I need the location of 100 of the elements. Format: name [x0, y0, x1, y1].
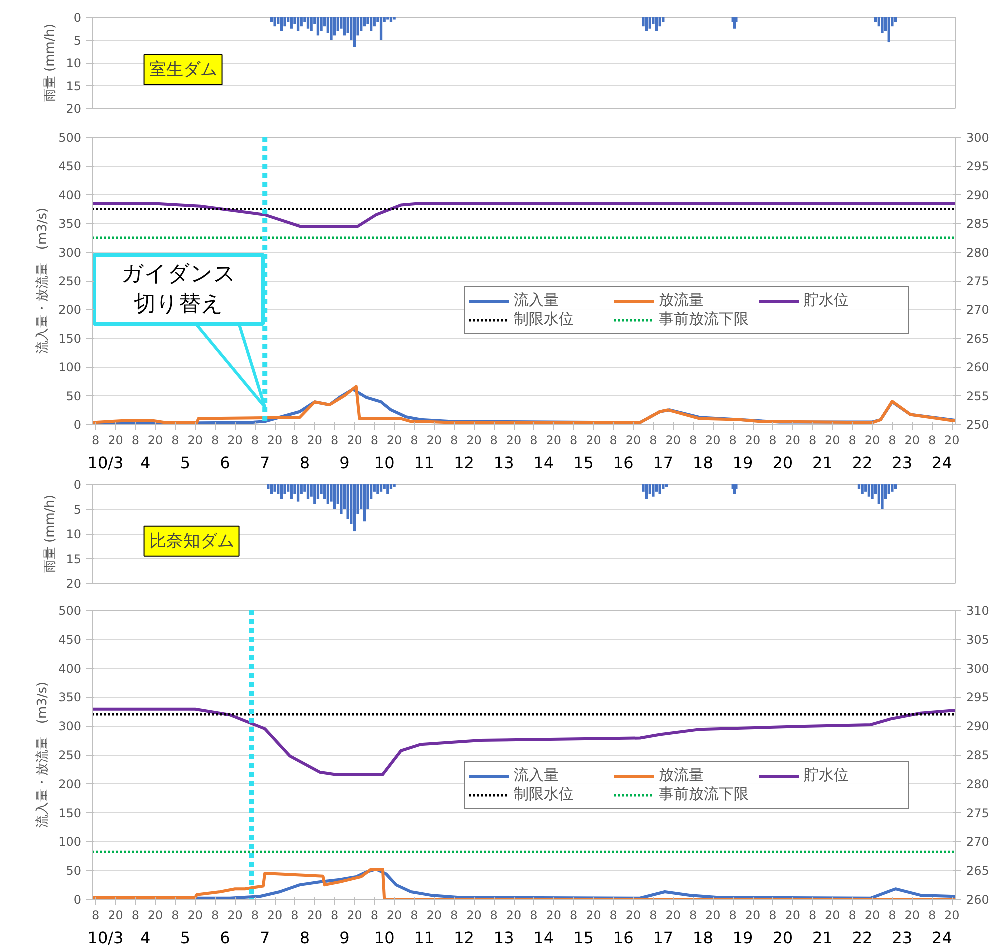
- y-tick-label: 10: [66, 528, 82, 542]
- y2-tick-label: 275: [966, 806, 990, 820]
- y2-tick-label: 300: [966, 131, 990, 145]
- y-tick-label: 5: [74, 34, 82, 48]
- y-tick-label: 0: [74, 418, 82, 432]
- x2-tick-label: 19: [732, 454, 754, 472]
- y-tick-label: 5: [74, 502, 82, 517]
- y-tick-label: 200: [58, 303, 82, 318]
- y-tick-label: 400: [58, 188, 82, 202]
- legend-label: 事前放流下限: [659, 310, 750, 329]
- x-tick-label: 20: [626, 434, 642, 448]
- x-tick-label: 20: [426, 434, 442, 448]
- y2-tick-label: 300: [966, 662, 990, 676]
- x2-tick-label: 18: [693, 454, 714, 472]
- x-tick-label: 8: [132, 908, 140, 922]
- x2-tick-label: 24: [932, 928, 952, 948]
- x-tick-label: 20: [188, 434, 204, 448]
- x2-tick-label: 10/3: [88, 454, 124, 472]
- x-tick-label: 20: [386, 908, 402, 922]
- x2-tick-label: 11: [414, 928, 435, 948]
- annotation: 室生ダム: [149, 60, 218, 80]
- legend-label: 制限水位: [514, 310, 575, 329]
- y-axis-title: 流入量・放流量 (m3/s): [34, 682, 51, 828]
- x2-tick-label: 16: [613, 928, 634, 948]
- x-tick-label: 8: [848, 434, 856, 448]
- y-tick-label: 250: [58, 274, 82, 288]
- x-tick-label: 8: [291, 908, 299, 922]
- y-tick-label: 15: [66, 79, 82, 94]
- legend-label: 貯水位: [804, 291, 850, 310]
- x-tick-label: 20: [148, 434, 164, 448]
- x-tick-label: 20: [706, 908, 721, 922]
- x-tick-label: 8: [888, 434, 896, 448]
- x2-tick-label: 20: [772, 928, 794, 948]
- y-tick-label: 100: [58, 835, 82, 850]
- y-axis-title: 雨量 (mm/h): [43, 494, 58, 574]
- x2-tick-label: 10: [374, 454, 395, 472]
- x2-tick-label: 9: [340, 454, 350, 472]
- x-tick-label: 8: [450, 908, 458, 922]
- x-tick-label: 8: [808, 434, 817, 448]
- x-tick-label: 20: [228, 434, 243, 448]
- x-tick-label: 20: [586, 908, 602, 922]
- y2-tick-label: 310: [966, 604, 990, 618]
- x-tick-label: 20: [307, 434, 323, 448]
- y-tick-label: 250: [58, 748, 82, 762]
- x-tick-label: 20: [666, 434, 682, 448]
- x-tick-label: 20: [864, 908, 880, 922]
- legend-label: 流入量: [514, 291, 560, 310]
- y2-tick-label: 285: [966, 217, 990, 232]
- x-tick-label: 20: [944, 434, 960, 448]
- x2-tick-label: 11: [414, 454, 435, 472]
- x2-tick-label: 23: [892, 928, 913, 948]
- x-tick-label: 8: [610, 908, 618, 922]
- y-axis-title: 流入量・放流量 (m3/s): [34, 208, 51, 354]
- x-tick-label: 20: [347, 908, 362, 922]
- y-tick-label: 100: [58, 360, 82, 375]
- x2-tick-label: 21: [812, 928, 833, 948]
- y-tick-label: 50: [66, 389, 82, 404]
- x2-tick-label: 5: [180, 454, 191, 472]
- x-tick-label: 8: [769, 908, 777, 922]
- x-tick-label: 8: [251, 434, 259, 448]
- x-tick-label: 20: [188, 908, 204, 922]
- x2-tick-label: 9: [340, 928, 350, 948]
- y-tick-label: 300: [58, 720, 82, 734]
- y-tick-label: 0: [74, 478, 82, 492]
- x-tick-label: 20: [347, 434, 362, 448]
- x-tick-label: 8: [490, 908, 498, 922]
- y-tick-label: 20: [66, 577, 82, 591]
- x2-tick-label: 24: [932, 454, 952, 472]
- x2-tick-label: 15: [574, 454, 594, 472]
- y-axis-title: 雨量 (mm/h): [43, 24, 58, 102]
- y-tick-label: 450: [58, 160, 82, 174]
- x-tick-label: 20: [586, 434, 602, 448]
- x-tick-label: 20: [904, 434, 920, 448]
- y-tick-label: 15: [66, 552, 82, 566]
- x-tick-label: 20: [785, 434, 801, 448]
- x2-tick-label: 6: [220, 928, 230, 948]
- x-tick-label: 8: [450, 434, 458, 448]
- y-tick-label: 0: [74, 893, 82, 907]
- y2-tick-label: 250: [966, 418, 990, 432]
- y2-tick-label: 255: [966, 389, 990, 404]
- x2-tick-label: 8: [300, 454, 310, 472]
- x2-tick-label: 7: [260, 454, 270, 472]
- x-tick-label: 8: [570, 434, 578, 448]
- y2-tick-label: 295: [966, 160, 990, 174]
- y-tick-label: 50: [66, 864, 82, 878]
- x-tick-label: 20: [148, 908, 164, 922]
- x-tick-label: 20: [267, 434, 283, 448]
- y-tick-label: 0: [74, 11, 82, 25]
- x2-tick-label: 7: [260, 928, 270, 948]
- x-tick-label: 8: [410, 434, 418, 448]
- x-tick-label: 20: [108, 908, 124, 922]
- y2-tick-label: 270: [966, 303, 990, 318]
- x-tick-label: 20: [944, 908, 960, 922]
- x-tick-label: 8: [370, 908, 378, 922]
- y2-tick-label: 275: [966, 274, 990, 288]
- y2-tick-label: 290: [966, 188, 990, 202]
- x2-tick-label: 12: [454, 454, 474, 472]
- x-tick-label: 20: [307, 908, 323, 922]
- y-tick-label: 300: [58, 246, 82, 260]
- y-tick-label: 350: [58, 690, 82, 705]
